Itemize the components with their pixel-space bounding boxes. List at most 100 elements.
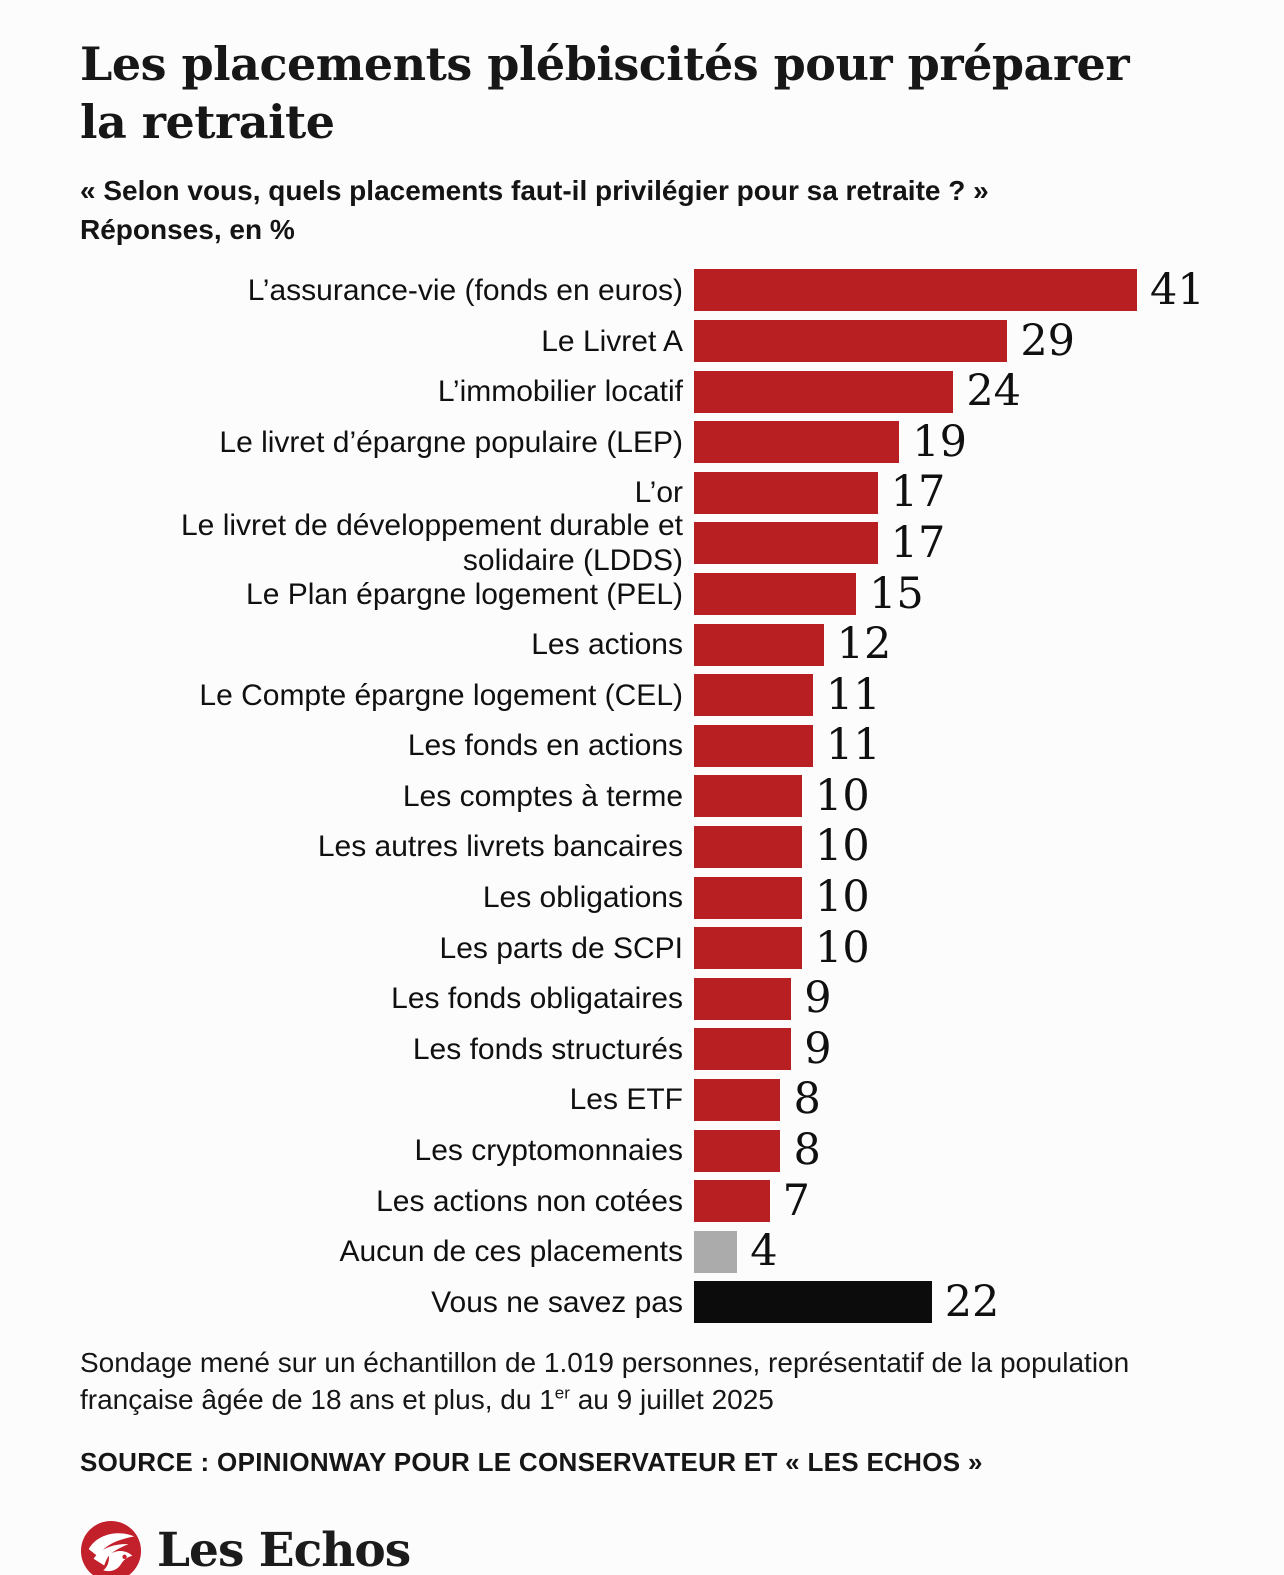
bar-cell: 12: [694, 619, 1214, 670]
bar: [694, 1028, 792, 1071]
bar-cell: 9: [694, 973, 1214, 1024]
bar: [694, 876, 803, 919]
bar-value: 17: [890, 517, 946, 568]
bar-value: 41: [1150, 264, 1205, 315]
chart-row: Les cryptomonnaies 8: [80, 1125, 1214, 1176]
note-text-start: Sondage mené sur un échantillon de 1.019…: [80, 1346, 1130, 1416]
bar: [694, 573, 857, 616]
bar-label: Le Compte épargne logement (CEL): [199, 678, 683, 712]
bar-label: L’assurance-vie (fonds en euros): [247, 273, 683, 307]
bar-label: Les fonds en actions: [407, 729, 683, 763]
bar-label: Les parts de SCPI: [439, 931, 683, 965]
bar: [694, 1180, 770, 1223]
chart-row: Aucun de ces placements 4: [80, 1226, 1214, 1277]
bar-cell: 4: [694, 1226, 1214, 1277]
bar-label: Les comptes à terme: [402, 779, 683, 813]
bar-value: 4: [750, 1226, 778, 1277]
bar-value: 15: [869, 568, 924, 619]
bar-value: 12: [836, 619, 892, 670]
chart-row: Les actions non cotées 7: [80, 1176, 1214, 1227]
chart-row: Les parts de SCPI 10: [80, 923, 1214, 974]
bar-cell: 41: [694, 265, 1214, 316]
bar-label: Les obligations: [482, 881, 683, 915]
bar-value: 7: [782, 1175, 810, 1226]
bar-cell: 10: [694, 822, 1214, 873]
bar-value: 8: [793, 1125, 821, 1176]
bar-cell: 29: [694, 316, 1214, 367]
bar-label: L’or: [634, 476, 683, 510]
bar: [694, 320, 1008, 363]
bar-value: 19: [912, 416, 967, 467]
bar: [694, 623, 824, 666]
bar: [694, 269, 1137, 312]
bar-cell: 24: [694, 366, 1214, 417]
chart-row: L’immobilier locatif 24: [80, 366, 1214, 417]
bar-value: 11: [825, 720, 881, 771]
bar-label: Les actions: [531, 628, 683, 662]
chart-row: Le livret d’épargne populaire (LEP) 19: [80, 417, 1214, 468]
chart-row: Les ETF 8: [80, 1075, 1214, 1126]
bar-label: Vous ne savez pas: [431, 1285, 683, 1319]
chart-row: Le livret de développement durable et so…: [80, 509, 1214, 577]
bar: [694, 1281, 932, 1324]
bar-value: 22: [944, 1276, 1000, 1327]
bar-value: 8: [793, 1074, 821, 1125]
bar-label: Le Plan épargne logement (PEL): [246, 577, 683, 611]
bar-label: Le livret de développement durable et so…: [180, 509, 683, 578]
bar-cell: 10: [694, 923, 1214, 974]
brand-wordmark: Les Echos: [157, 1523, 411, 1575]
bar-cell: 9: [694, 1024, 1214, 1075]
bar-cell: 19: [694, 417, 1214, 468]
bar-cell: 8: [694, 1075, 1214, 1126]
chart-row: Les fonds obligataires 9: [80, 973, 1214, 1024]
bar: [694, 471, 878, 514]
bar-label: Les ETF: [569, 1083, 683, 1117]
chart-row: L’assurance-vie (fonds en euros) 41: [80, 265, 1214, 316]
bar-value: 11: [825, 669, 881, 720]
bar: [694, 1129, 781, 1172]
bar-cell: 22: [694, 1277, 1214, 1328]
chart-row: Les actions 12: [80, 619, 1214, 670]
bar-value: 10: [815, 922, 870, 973]
bar: [694, 522, 878, 565]
bar-cell: 11: [694, 721, 1214, 772]
note-text-end: au 9 juillet 2025: [569, 1384, 774, 1416]
bar: [694, 674, 813, 717]
bar-label: Les fonds obligataires: [391, 982, 683, 1016]
bar: [694, 1230, 738, 1273]
chart-row: Les comptes à terme 10: [80, 771, 1214, 822]
chart-row: Les autres livrets bancaires 10: [80, 822, 1214, 873]
page-title: Les placements plébiscités pour préparer…: [80, 37, 1130, 149]
bar: [694, 977, 792, 1020]
bar-cell: 10: [694, 771, 1214, 822]
bar-value: 24: [966, 366, 1022, 417]
bar-cell: 15: [694, 569, 1214, 620]
chart-row: Le Compte épargne logement (CEL) 11: [80, 670, 1214, 721]
chart-row: Les fonds structurés 9: [80, 1024, 1214, 1075]
bar-label: Le Livret A: [541, 324, 683, 358]
bar: [694, 1078, 781, 1121]
chart-row: Le Plan épargne logement (PEL) 15: [80, 569, 1214, 620]
brand-footer: Les Echos: [80, 1520, 1214, 1575]
bar-value: 10: [815, 770, 870, 821]
bar-value: 9: [804, 973, 832, 1024]
bar-cell: 17: [694, 518, 1214, 569]
bar: [694, 775, 803, 818]
bar-chart: L’assurance-vie (fonds en euros) 41 Le L…: [80, 265, 1214, 1327]
source-line: SOURCE : OPINIONWAY POUR LE CONSERVATEUR…: [80, 1446, 983, 1477]
chart-row: Les obligations 10: [80, 872, 1214, 923]
bar-cell: 8: [694, 1125, 1214, 1176]
chart-row: Le Livret A 29: [80, 316, 1214, 367]
bar-value: 9: [804, 1023, 832, 1074]
les-echos-logo-icon: [80, 1520, 142, 1575]
bar-label: Le livret d’épargne populaire (LEP): [219, 425, 683, 459]
bar-cell: 17: [694, 468, 1214, 519]
chart-row: Les fonds en actions 11: [80, 721, 1214, 772]
bar: [694, 421, 900, 464]
bar-label: Les actions non cotées: [376, 1184, 683, 1218]
note-superscript: er: [554, 1383, 570, 1403]
bar: [694, 370, 954, 413]
bar-label: Les cryptomonnaies: [414, 1134, 683, 1168]
bar: [694, 825, 803, 868]
